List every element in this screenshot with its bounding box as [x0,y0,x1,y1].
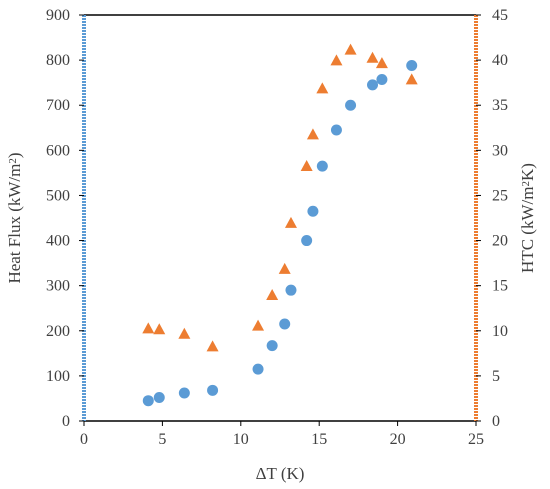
left-y-tick-label: 700 [46,97,70,114]
data-point-triangle [405,73,418,85]
data-point-triangle [330,54,343,66]
x-tick-label: 0 [80,431,88,448]
data-point-circle [266,340,278,352]
data-point-triangle [306,128,319,140]
data-point-circle [142,395,154,407]
data-point-triangle [300,159,313,171]
left-y-tick-label: 400 [46,233,70,250]
data-point-circle [330,124,342,136]
right-y-axis-ticks: 0 5 10 15 20 25 30 35 40 45 [476,7,508,430]
right-y-tick-label: 0 [492,413,500,430]
left-y-tick-label: 600 [46,142,70,159]
data-point-circle [252,363,264,375]
data-point-circle [301,235,313,247]
right-y-tick-label: 30 [492,142,508,159]
data-point-triangle [366,51,379,63]
x-tick-label: 10 [233,431,249,448]
data-point-triangle [316,82,329,94]
data-point-circle [316,160,328,172]
x-tick-label: 25 [468,431,484,448]
x-axis-ticks: 0 5 10 15 20 25 [80,421,484,448]
x-tick-label: 5 [158,431,166,448]
right-y-axis-title: HTC (kW/m2K) [518,163,537,273]
data-point-triangle [142,322,155,334]
x-tick-label: 15 [311,431,327,448]
data-point-triangle [206,340,219,352]
data-point-triangle [266,288,279,300]
right-y-tick-label: 15 [492,278,508,295]
left-y-tick-label: 200 [46,323,70,340]
right-y-tick-label: 5 [492,368,500,385]
series-heat-flux [142,60,418,407]
data-point-circle [367,79,379,91]
data-point-circle [279,318,291,330]
right-y-tick-label: 25 [492,187,508,204]
data-point-triangle [278,262,291,274]
data-point-triangle [178,327,191,339]
data-point-circle [285,284,297,296]
data-point-circle [345,99,357,111]
data-point-circle [153,392,165,404]
left-y-tick-label: 900 [46,7,70,24]
left-y-tick-label: 100 [46,368,70,385]
data-point-triangle [375,57,388,69]
left-y-axis-title: Heat Flux (kW/m2) [5,152,24,283]
data-point-circle [178,387,190,399]
data-point-circle [307,205,319,217]
x-axis-title: ΔT (K) [256,464,305,483]
data-series-layer [142,43,418,407]
data-point-circle [376,74,388,86]
data-point-triangle [284,216,297,228]
data-point-triangle [344,43,357,55]
left-y-tick-label: 500 [46,187,70,204]
right-y-tick-label: 35 [492,97,508,114]
data-point-circle [406,60,418,72]
right-y-tick-label: 20 [492,233,508,250]
left-y-tick-label: 800 [46,52,70,69]
right-y-tick-label: 45 [492,7,508,24]
right-y-tick-label: 40 [492,52,508,69]
left-y-tick-label: 300 [46,278,70,295]
series-htc [142,43,418,352]
left-y-tick-label: 0 [62,413,70,430]
data-point-circle [207,384,219,396]
data-point-triangle [153,323,166,335]
x-tick-label: 20 [390,431,406,448]
plot-frame [82,14,478,422]
data-point-triangle [252,319,265,331]
left-y-axis-ticks: 0 100 200 300 400 500 600 700 800 900 [46,7,84,430]
right-y-tick-label: 10 [492,323,508,340]
